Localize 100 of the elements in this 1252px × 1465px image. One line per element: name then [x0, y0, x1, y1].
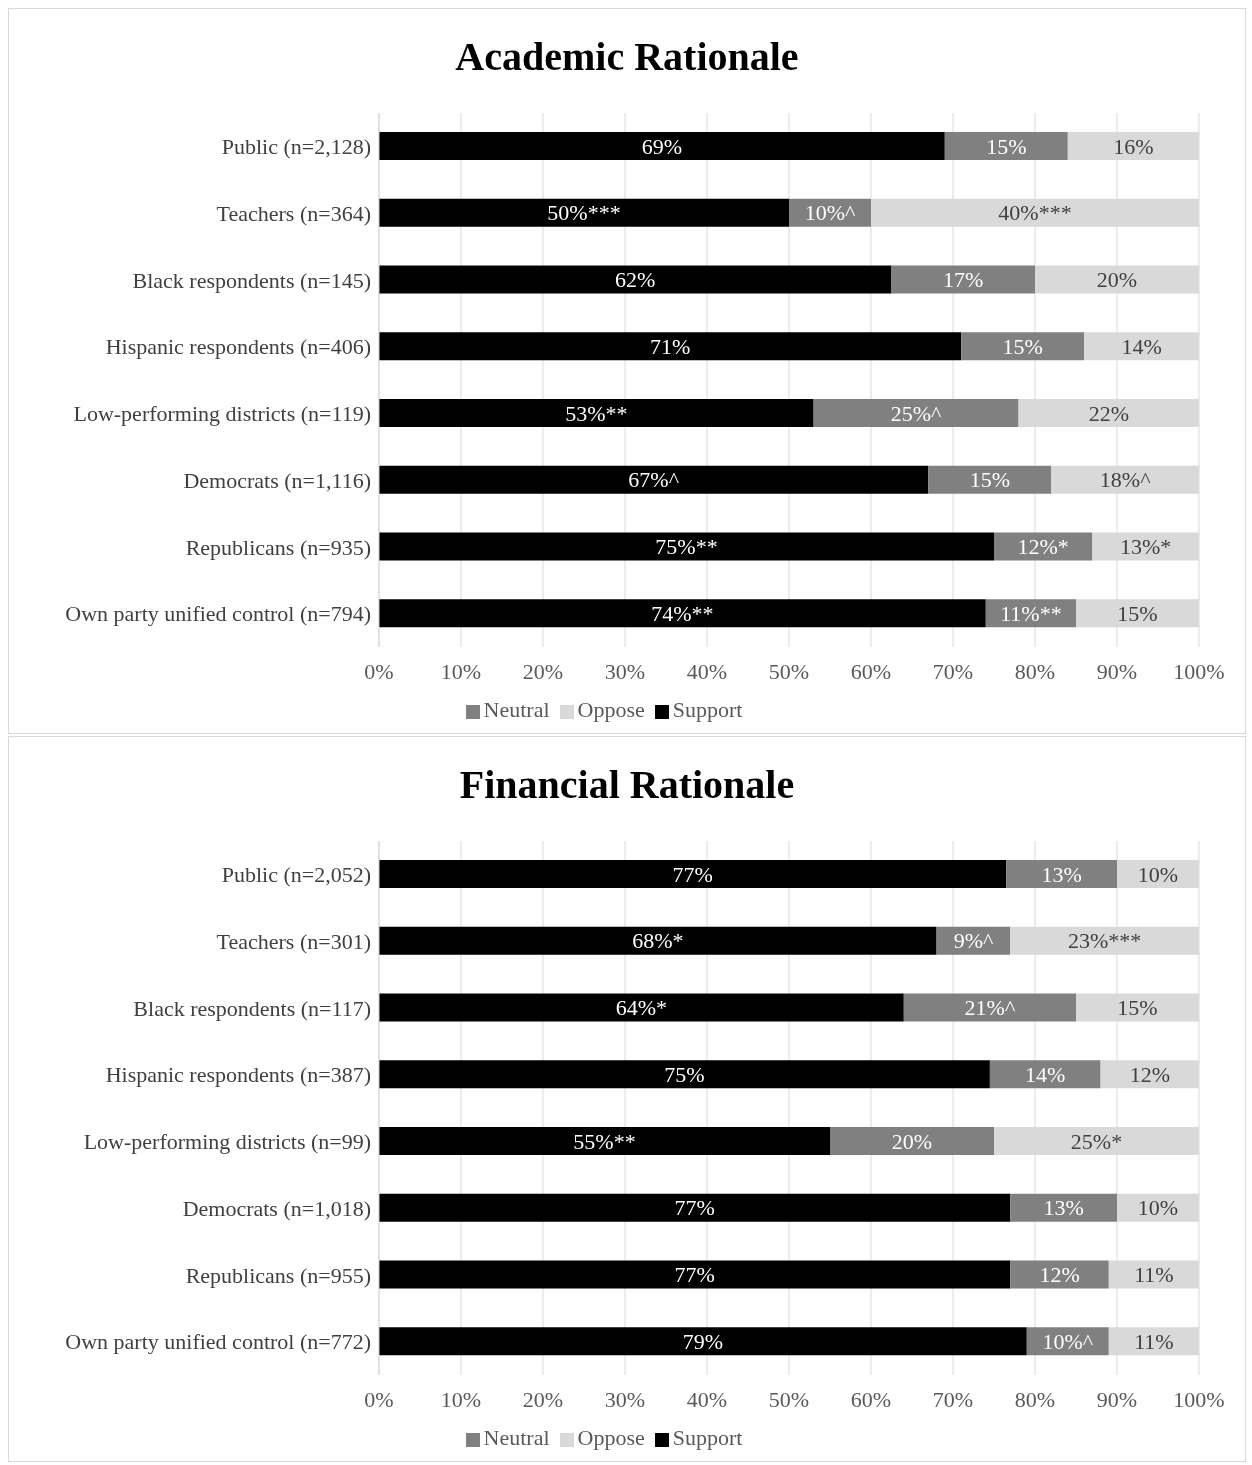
x-tick-label: 10%	[440, 1386, 482, 1412]
y-tick-label: Democrats (n=1,018)	[182, 1195, 371, 1221]
bar	[379, 532, 994, 561]
data-label: 15%	[1117, 995, 1158, 1020]
bar	[379, 599, 986, 628]
x-tick-label: 20%	[522, 658, 564, 684]
bar	[379, 465, 929, 494]
data-label: 77%	[674, 1262, 715, 1287]
y-tick-label: Democrats (n=1,116)	[183, 467, 371, 493]
data-label: 77%	[674, 1195, 715, 1221]
data-label: 16%	[1113, 133, 1154, 159]
x-tick-label: 90%	[1096, 1386, 1138, 1412]
data-label: 12%	[1039, 1262, 1080, 1287]
data-label: 15%	[969, 467, 1011, 493]
data-label: 25%^	[890, 400, 943, 426]
legend-label: Neutral	[483, 697, 550, 722]
y-tick-label: Public (n=2,128)	[221, 134, 371, 160]
x-tick-label: 30%	[604, 1386, 646, 1412]
y-tick-label: Black respondents (n=145)	[132, 267, 371, 293]
y-tick-label: Own party unified control (n=772)	[65, 1329, 371, 1355]
y-tick-label: Low-performing districts (n=99)	[83, 1129, 371, 1155]
x-tick-label: 100%	[1173, 1386, 1225, 1412]
data-label: 67%^	[628, 467, 680, 493]
data-label: 69%	[641, 133, 683, 159]
legend-label: Neutral	[483, 1425, 550, 1450]
data-label: 9%^	[953, 928, 994, 954]
x-tick-label: 30%	[604, 658, 646, 684]
data-label: 14%	[1121, 333, 1162, 359]
data-label: 53%**	[565, 400, 628, 426]
x-tick-label: 70%	[932, 658, 974, 684]
data-label: 75%**	[655, 534, 718, 559]
data-label: 13%	[1041, 861, 1082, 887]
x-tick-label: 50%	[768, 658, 810, 684]
data-label: 18%^	[1099, 467, 1152, 493]
y-tick-label: Republicans (n=955)	[185, 1262, 371, 1288]
bar	[379, 265, 892, 294]
data-label: 21%^	[964, 995, 1016, 1020]
x-tick-label: 40%	[686, 1386, 728, 1412]
x-tick-label: 10%	[440, 658, 482, 684]
x-tick-label: 100%	[1173, 658, 1225, 684]
chart-title: Academic Rationale	[454, 33, 800, 81]
data-label: 15%	[1117, 600, 1158, 626]
data-label: 10%^	[1042, 1328, 1094, 1354]
y-tick-label: Teachers (n=364)	[216, 200, 371, 226]
data-label: 11%**	[1000, 600, 1062, 626]
data-label: 75%	[664, 1061, 705, 1087]
y-tick-label: Low-performing districts (n=119)	[73, 401, 371, 427]
data-label: 11%	[1134, 1328, 1174, 1354]
y-tick-label: Republicans (n=935)	[185, 534, 371, 560]
data-label: 10%	[1137, 1195, 1179, 1221]
data-label: 14%	[1025, 1061, 1066, 1087]
y-tick-label: Own party unified control (n=794)	[65, 601, 371, 627]
data-label: 12%*	[1017, 534, 1069, 559]
bar	[961, 332, 1085, 361]
data-label: 12%	[1129, 1061, 1170, 1087]
legend-label: Support	[672, 697, 743, 722]
bar	[891, 265, 1035, 294]
x-tick-label: 60%	[850, 658, 892, 684]
x-tick-label: 60%	[850, 1386, 892, 1412]
x-tick-label: 40%	[686, 658, 728, 684]
bar	[830, 1127, 994, 1155]
bar	[813, 399, 1019, 427]
data-label: 13%	[1043, 1195, 1084, 1221]
bar	[379, 132, 945, 160]
bar	[379, 332, 962, 361]
bar	[379, 1193, 1011, 1222]
y-tick-label: Teachers (n=301)	[216, 928, 371, 954]
y-tick-label: Hispanic respondents (n=387)	[105, 1062, 371, 1088]
bar	[379, 993, 904, 1022]
bar	[379, 1127, 830, 1155]
bar	[379, 860, 1007, 888]
data-label: 40%***	[998, 200, 1072, 226]
data-label: 79%	[682, 1328, 724, 1354]
data-label: 10%^	[804, 200, 856, 226]
bar	[1006, 860, 1117, 888]
bar	[379, 198, 789, 227]
data-label: 15%	[1002, 333, 1043, 359]
y-tick-label: Public (n=2,052)	[221, 862, 371, 888]
data-label: 22%	[1088, 400, 1129, 426]
bar	[989, 1060, 1101, 1089]
data-label: 25%*	[1070, 1128, 1123, 1154]
x-tick-label: 0%	[364, 1386, 394, 1412]
data-label: 62%	[615, 267, 656, 292]
bar	[379, 926, 937, 955]
data-label: 50%***	[547, 200, 621, 226]
data-label: 55%**	[573, 1128, 636, 1154]
bar	[379, 1260, 1011, 1289]
bar	[1010, 1260, 1109, 1289]
data-label: 17%	[943, 267, 984, 292]
data-label: 11%	[1134, 1262, 1174, 1287]
y-tick-label: Black respondents (n=117)	[133, 995, 371, 1021]
y-tick-label: Hispanic respondents (n=406)	[105, 334, 371, 360]
bar	[379, 1327, 1027, 1356]
chart-title: Financial Rationale	[458, 761, 796, 809]
bar	[944, 132, 1068, 160]
legend-label: Oppose	[577, 1425, 645, 1450]
x-tick-label: 80%	[1014, 1386, 1056, 1412]
data-label: 15%	[986, 133, 1027, 159]
data-label: 20%	[1096, 267, 1138, 292]
legend-label: Oppose	[577, 697, 645, 722]
